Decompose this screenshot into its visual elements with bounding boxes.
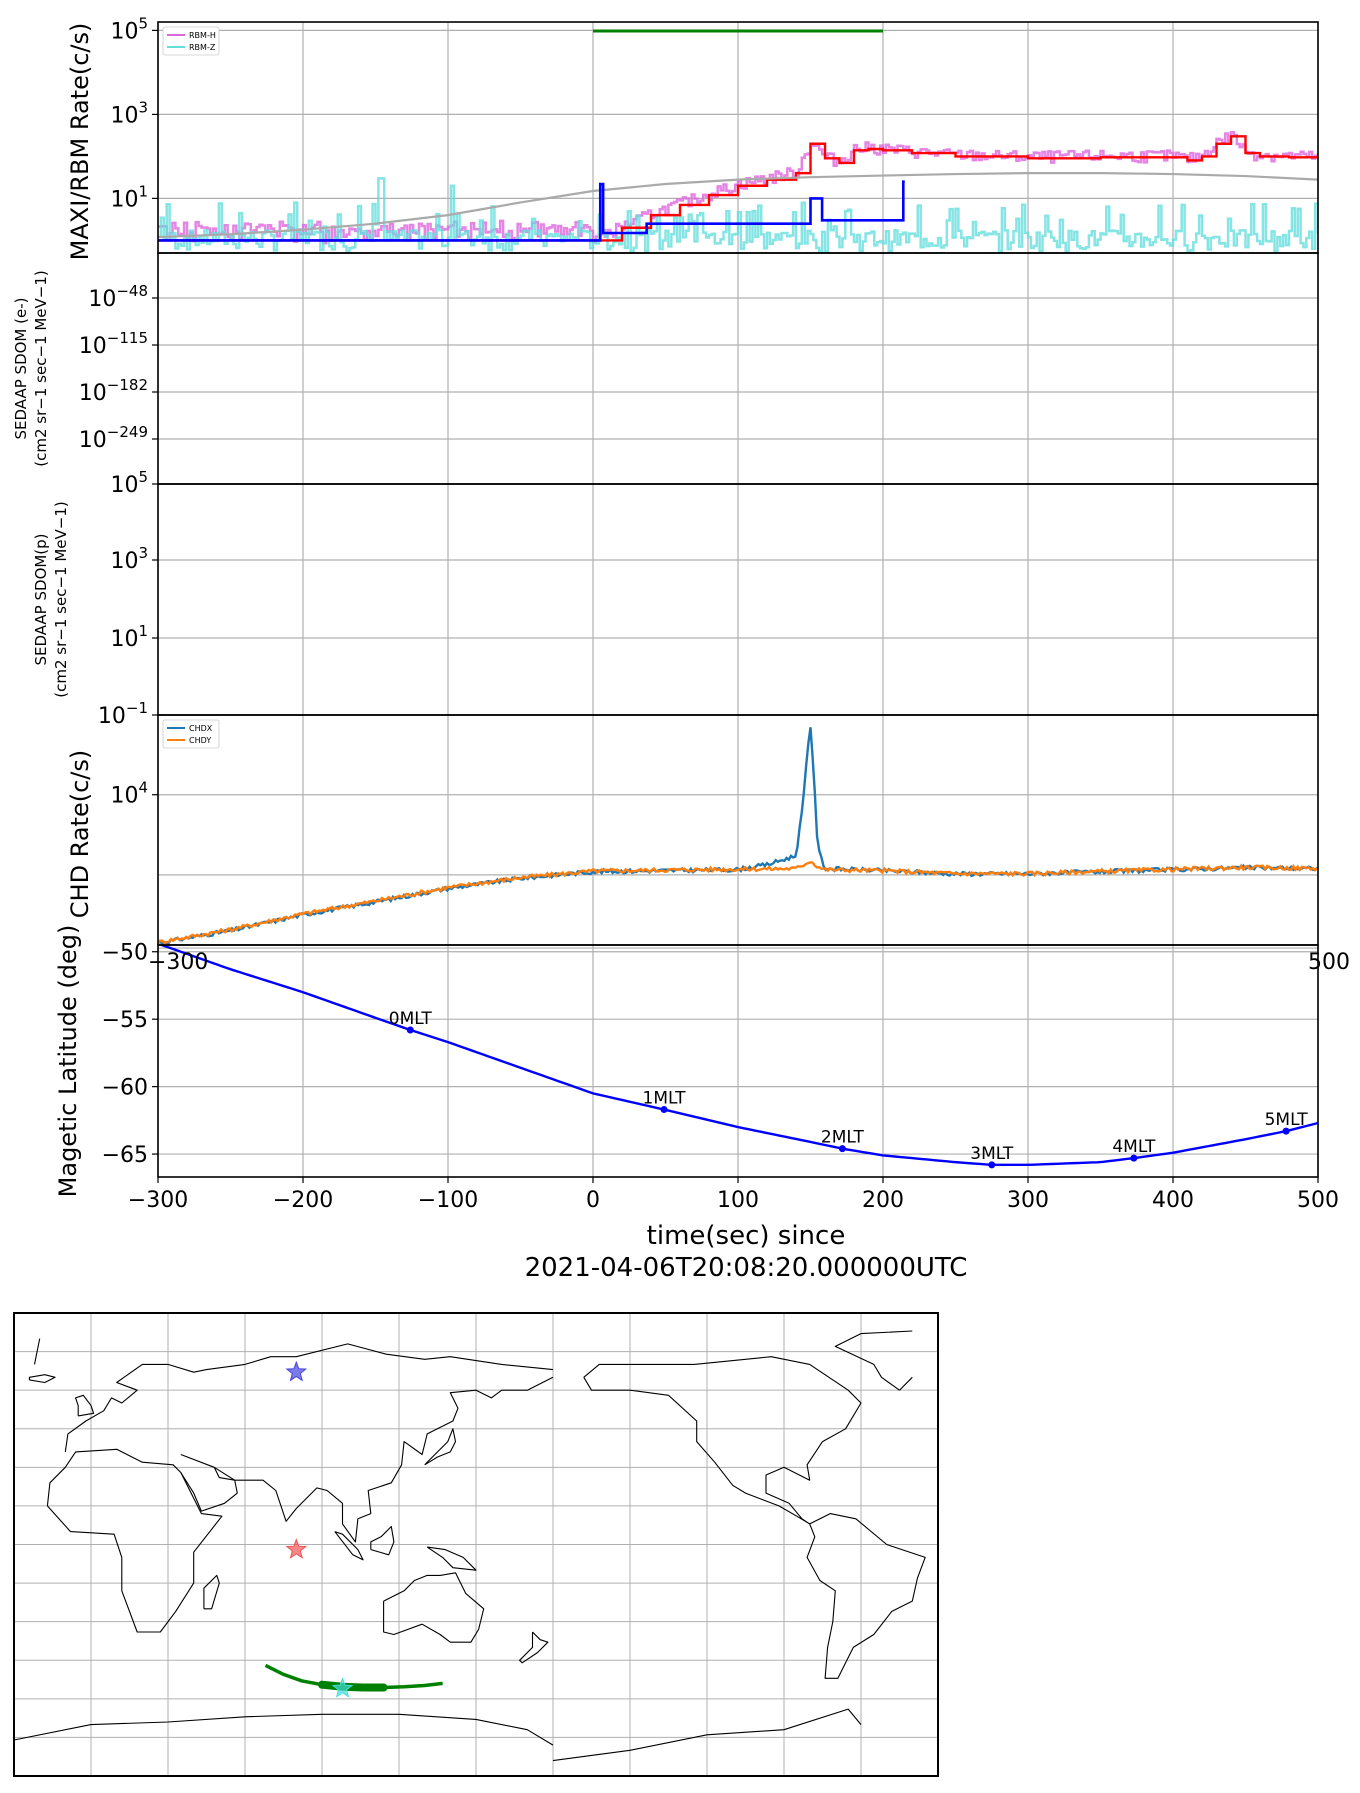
y-axis-label: MAXI/RBM Rate(c/s) xyxy=(66,23,94,261)
y-tick-label: 101 xyxy=(110,182,148,212)
x-tick-label: 0 xyxy=(586,1188,600,1213)
y-tick-label: 10−182 xyxy=(79,376,148,406)
y-tick-label: 105 xyxy=(110,468,148,498)
y-axis-label: SEDAAP SDOM (e-) xyxy=(12,298,30,440)
coastline-sumatra xyxy=(334,1531,364,1561)
star-marker xyxy=(331,1677,354,1698)
y-tick-label: 10−48 xyxy=(88,282,148,312)
overlap-tick-label: −300 xyxy=(148,950,208,975)
mlt-point xyxy=(838,1145,846,1153)
coastline-australia xyxy=(383,1572,485,1643)
x-tick-label: −100 xyxy=(418,1188,478,1213)
mlt-label: 3MLT xyxy=(970,1144,1014,1164)
star-marker xyxy=(285,1538,308,1559)
coastline-arabia xyxy=(180,1467,238,1512)
mlt-label: 1MLT xyxy=(643,1089,687,1109)
map-frame xyxy=(13,1312,939,1777)
y-tick-label: −65 xyxy=(102,1143,148,1168)
background-line xyxy=(158,172,1318,239)
y-tick-label: 103 xyxy=(110,544,148,574)
y-axis-units: (cm2 sr−1 sec−1 MeV−1) xyxy=(32,270,50,466)
mlt-label: 2MLT xyxy=(821,1128,865,1148)
legend-entry: CHDX xyxy=(189,724,213,733)
mlt-label: 4MLT xyxy=(1112,1137,1156,1157)
coastline-borneo xyxy=(370,1525,395,1556)
rbm-z-raw-line xyxy=(158,177,1318,253)
mlt-point xyxy=(1282,1127,1290,1135)
y-tick-label: 10−115 xyxy=(79,329,148,359)
world-map xyxy=(13,1312,939,1777)
coastline-madagascar xyxy=(203,1574,220,1610)
legend-entry: CHDY xyxy=(189,736,211,745)
mlt-label: 5MLT xyxy=(1265,1110,1309,1130)
coastline-japan xyxy=(424,1428,457,1466)
panel-frame-5 xyxy=(157,944,1319,1178)
x-tick-label: 200 xyxy=(862,1188,904,1213)
x-tick-label: 100 xyxy=(717,1188,759,1213)
legend-entry: RBM-H xyxy=(189,31,216,40)
y-axis-label: SEDAAP SDOM(p) xyxy=(32,533,50,665)
coastline-africa xyxy=(46,1448,223,1633)
coastline-iceland xyxy=(28,1374,56,1384)
y-tick-label: 104 xyxy=(110,779,148,809)
mlt-point xyxy=(1130,1154,1138,1162)
y-tick-label: 10−1 xyxy=(98,699,148,729)
y-tick-label: 101 xyxy=(110,622,148,652)
mlt-point xyxy=(660,1106,668,1114)
y-tick-label: −50 xyxy=(102,941,148,966)
coastline-greenland xyxy=(33,1330,913,1391)
y-axis-label: Magetic Latitude (deg) xyxy=(54,925,82,1198)
blue-step-line xyxy=(158,180,905,242)
star-marker xyxy=(285,1360,308,1382)
legend-entry: RBM-Z xyxy=(189,43,216,52)
maglat-plot-area xyxy=(158,945,1318,1167)
rbm-h-raw-line xyxy=(158,131,1318,245)
y-tick-label: 103 xyxy=(110,98,148,128)
coastline-uk xyxy=(75,1394,95,1417)
x-tick-label: 300 xyxy=(1007,1188,1049,1213)
mlt-point xyxy=(988,1161,996,1169)
x-tick-label: 400 xyxy=(1152,1188,1194,1213)
y-tick-label: 10−249 xyxy=(79,423,148,453)
chd-plot-area xyxy=(158,727,1318,945)
coastline-eurasia-west xyxy=(64,1343,554,1452)
x-tick-label: 500 xyxy=(1297,1188,1339,1213)
mlt-point xyxy=(406,1026,414,1034)
coastline-antarctica xyxy=(13,1708,862,1762)
y-axis-units: (cm2 sr−1 sec−1 MeV−1) xyxy=(52,501,70,697)
y-tick-label: 105 xyxy=(110,14,148,44)
x-axis-label: time(sec) since xyxy=(647,1221,846,1251)
coastline-south-america xyxy=(806,1513,926,1679)
y-tick-label: −60 xyxy=(102,1076,148,1101)
y-tick-label: −55 xyxy=(102,1008,148,1033)
orbit-track-highlight xyxy=(318,1680,388,1692)
x-tick-label: −200 xyxy=(273,1188,333,1213)
rbm-h-smoothed-line xyxy=(158,135,1318,242)
rbm-plot-area xyxy=(158,131,1318,253)
coastline-north-america xyxy=(583,1356,862,1525)
maglat-line xyxy=(158,945,1318,1167)
overlap-tick-label: 500 xyxy=(1308,950,1350,975)
mlt-label: 0MLT xyxy=(389,1009,433,1029)
coastline-new-guinea xyxy=(426,1546,477,1571)
coastlines xyxy=(13,1330,926,1762)
coastline-new-zealand xyxy=(519,1631,549,1664)
chdy-line xyxy=(158,861,1318,945)
x-axis-label: 2021-04-06T20:08:20.000000UTC xyxy=(525,1253,968,1283)
y-axis-label: CHD Rate(c/s) xyxy=(66,750,94,918)
coastline-asia-south xyxy=(180,1376,554,1543)
x-tick-label: −300 xyxy=(128,1188,188,1213)
